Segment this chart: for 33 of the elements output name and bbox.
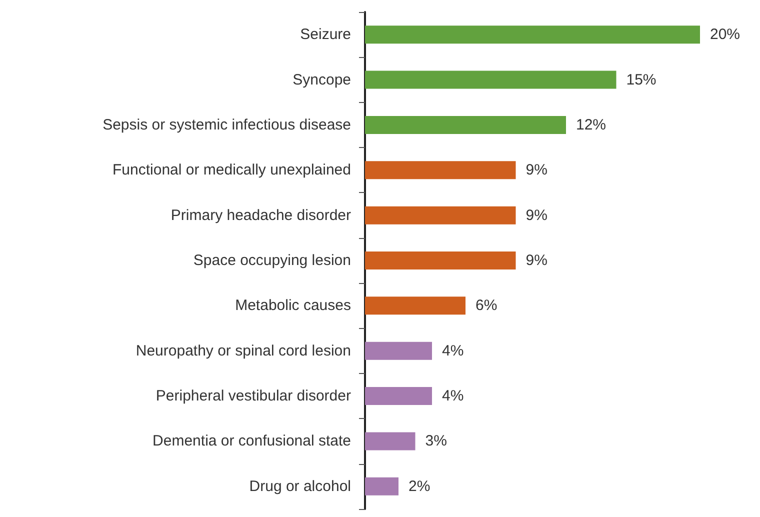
- y-tick-label: Syncope: [292, 71, 351, 88]
- bar: [365, 432, 416, 450]
- data-label: 12%: [576, 116, 606, 134]
- bar: [365, 387, 432, 406]
- y-tick-label: Functional or medically unexplained: [112, 162, 351, 179]
- data-label: 15%: [626, 71, 656, 88]
- y-tick-label: Seizure: [300, 26, 351, 44]
- data-label: 6%: [476, 297, 498, 314]
- y-tick-label: Space occupying lesion: [193, 252, 351, 269]
- data-label: 4%: [442, 342, 464, 360]
- data-label: 4%: [442, 388, 464, 405]
- bar: [365, 252, 516, 270]
- data-label: 3%: [425, 432, 447, 450]
- bar: [365, 477, 398, 496]
- data-label: 2%: [408, 478, 430, 495]
- data-label: 9%: [526, 162, 548, 179]
- y-tick-label: Dementia or confusional state: [152, 432, 351, 450]
- data-label: 9%: [526, 206, 548, 224]
- bar: [365, 116, 566, 134]
- bar: [365, 70, 616, 89]
- y-tick-label: Metabolic causes: [235, 297, 351, 314]
- data-label: 9%: [526, 252, 548, 269]
- bar: [365, 296, 466, 315]
- bar: [365, 161, 516, 180]
- bar: [365, 26, 700, 44]
- y-tick-label: Sepsis or systemic infectious disease: [102, 116, 351, 134]
- bar: [365, 342, 432, 360]
- y-tick-label: Drug or alcohol: [249, 478, 351, 495]
- y-tick-label: Neuropathy or spinal cord lesion: [136, 342, 351, 360]
- bar: [365, 206, 516, 224]
- y-tick-label: Peripheral vestibular disorder: [156, 388, 351, 405]
- y-tick-label: Primary headache disorder: [170, 206, 351, 224]
- data-label: 20%: [710, 26, 740, 44]
